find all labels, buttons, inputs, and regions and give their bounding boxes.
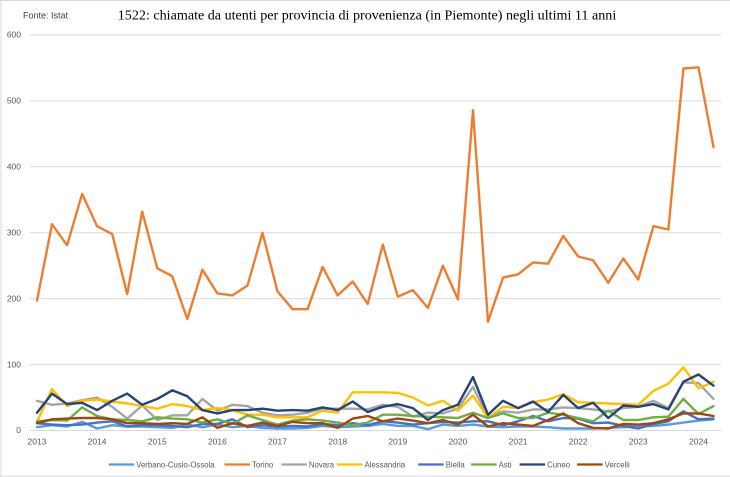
svg-text:2019: 2019 bbox=[388, 437, 407, 447]
svg-text:Fonte: Istat: Fonte: Istat bbox=[23, 11, 69, 21]
svg-text:500: 500 bbox=[7, 96, 21, 106]
svg-text:2022: 2022 bbox=[569, 437, 588, 447]
svg-text:Biella: Biella bbox=[446, 460, 466, 469]
svg-text:200: 200 bbox=[7, 293, 21, 303]
svg-text:0: 0 bbox=[16, 425, 21, 435]
svg-text:2021: 2021 bbox=[509, 437, 528, 447]
svg-text:2024: 2024 bbox=[689, 437, 708, 447]
svg-text:2014: 2014 bbox=[88, 437, 107, 447]
svg-text:Cuneo: Cuneo bbox=[547, 460, 571, 469]
svg-text:Novara: Novara bbox=[309, 460, 335, 469]
svg-text:2018: 2018 bbox=[328, 437, 347, 447]
svg-text:2023: 2023 bbox=[629, 437, 648, 447]
svg-text:2015: 2015 bbox=[148, 437, 167, 447]
svg-text:2017: 2017 bbox=[268, 437, 287, 447]
svg-text:300: 300 bbox=[7, 227, 21, 237]
svg-text:400: 400 bbox=[7, 162, 21, 172]
svg-text:100: 100 bbox=[7, 359, 21, 369]
svg-text:2016: 2016 bbox=[208, 437, 227, 447]
svg-text:2013: 2013 bbox=[28, 437, 47, 447]
svg-text:Asti: Asti bbox=[499, 460, 512, 469]
svg-text:600: 600 bbox=[7, 30, 21, 40]
svg-text:Vercelli: Vercelli bbox=[605, 460, 630, 469]
svg-text:Verbano-Cusio-Ossola: Verbano-Cusio-Ossola bbox=[136, 460, 215, 469]
svg-text:Alessandria: Alessandria bbox=[365, 460, 406, 469]
svg-text:Torino: Torino bbox=[252, 460, 274, 469]
svg-text:1522: chiamate da utenti per p: 1522: chiamate da utenti per provincia d… bbox=[118, 7, 617, 23]
svg-text:2020: 2020 bbox=[448, 437, 467, 447]
